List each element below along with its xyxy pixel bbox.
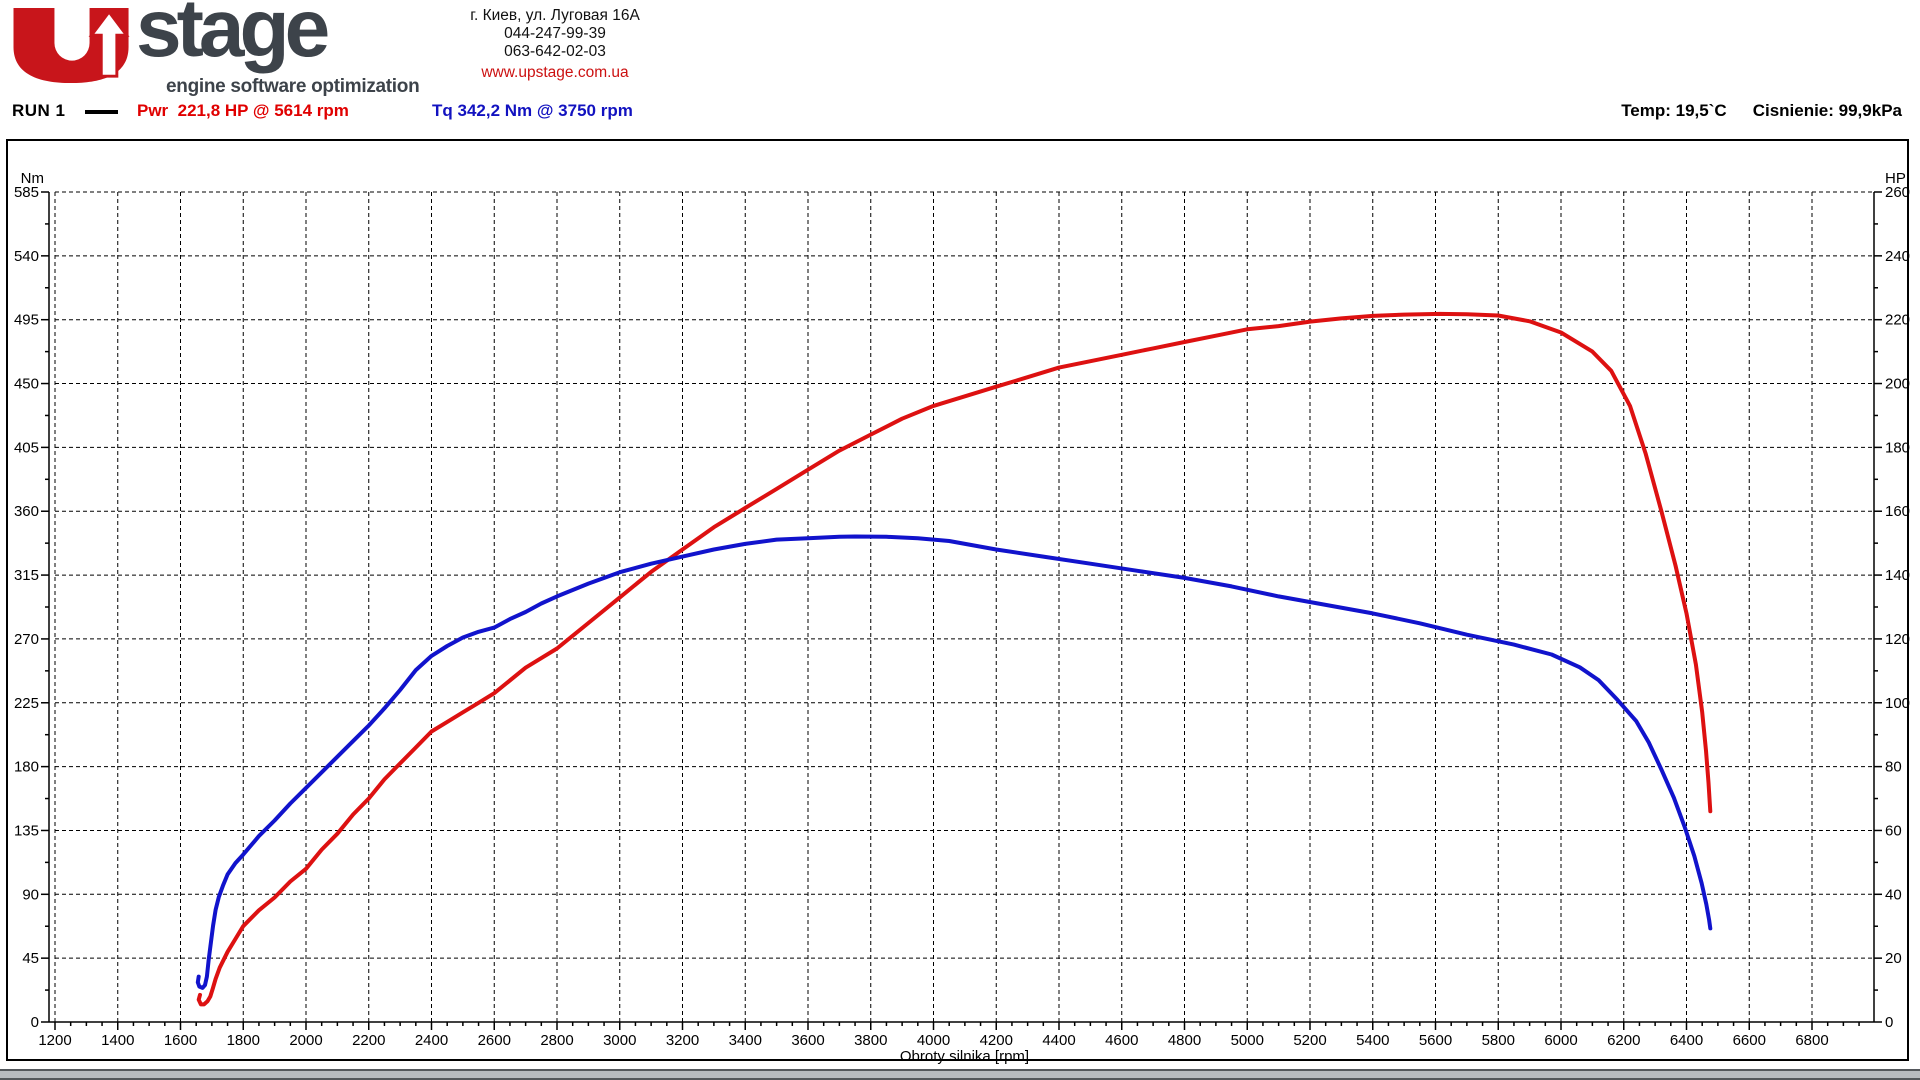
logo-tagline: engine software optimization (166, 76, 420, 97)
y-right-tick-label: 180 (1885, 439, 1910, 456)
x-tick-label: 2800 (540, 1032, 573, 1049)
y-right-tick-label: 60 (1885, 822, 1902, 839)
x-tick-label: 3800 (854, 1032, 887, 1049)
x-tick-label: 5200 (1293, 1032, 1326, 1049)
contact-address: г. Киев, ул. Луговая 16А (470, 7, 640, 24)
conditions-readout: Temp: 19,5`C Cisnienie: 99,9kPa (1595, 101, 1902, 121)
y-right-tick-label: 80 (1885, 759, 1902, 776)
torque-curve (195, 534, 1713, 990)
y-right-tick-label: 200 (1885, 376, 1910, 393)
y-left-tick-label: 90 (22, 886, 39, 903)
x-tick-label: 6400 (1670, 1032, 1703, 1049)
contact-phone-1: 044-247-99-39 (504, 25, 606, 42)
y-left-tick-label: 45 (22, 950, 39, 967)
y-right-axis-unit: HP (1885, 170, 1906, 187)
x-tick-label: 2600 (478, 1032, 511, 1049)
y-left-tick-label: 315 (14, 567, 39, 584)
y-left-tick-label: 225 (14, 695, 39, 712)
y-left-tick-label: 540 (14, 248, 39, 265)
label-layer: 1200 1400 1600 1800 2000 2200 2400 2600 2800 3000… (14, 170, 1910, 1065)
x-tick-label: 2000 (289, 1032, 322, 1049)
x-tick-label: 4600 (1105, 1032, 1138, 1049)
x-tick-label: 6800 (1795, 1032, 1828, 1049)
x-tick-label: 6600 (1733, 1032, 1766, 1049)
temperature-readout: Temp: 19,5`C (1621, 101, 1727, 120)
x-tick-label: 4000 (917, 1032, 950, 1049)
y-right-tick-label: 20 (1885, 950, 1902, 967)
contact-block: г. Киев, ул. Луговая 16А 044-247-99-39 0… (380, 7, 730, 82)
contact-phone-2: 063-642-02-03 (504, 43, 606, 60)
y-left-tick-label: 180 (14, 759, 39, 776)
x-tick-label: 4800 (1168, 1032, 1201, 1049)
x-tick-label: 1800 (227, 1032, 260, 1049)
y-left-tick-label: 270 (14, 631, 39, 648)
x-tick-label: 3000 (603, 1032, 636, 1049)
y-left-tick-label: 495 (14, 312, 39, 329)
x-tick-label: 6200 (1607, 1032, 1640, 1049)
y-right-tick-label: 260 (1885, 184, 1910, 201)
x-tick-label: 4400 (1042, 1032, 1075, 1049)
x-axis-title: Obroty silnika [rpm] (900, 1048, 1029, 1065)
x-tick-label: 3600 (791, 1032, 824, 1049)
y-right-tick-label: 40 (1885, 886, 1902, 903)
pressure-readout: Cisnienie: 99,9kPa (1752, 101, 1902, 120)
axis-layer (41, 191, 1882, 1030)
y-left-tick-label: 405 (14, 439, 39, 456)
x-tick-label: 3400 (729, 1032, 762, 1049)
x-tick-label: 5800 (1482, 1032, 1515, 1049)
y-left-tick-label: 585 (14, 184, 39, 201)
website-link[interactable]: www.upstage.com.ua (481, 64, 629, 81)
x-tick-label: 1400 (101, 1032, 134, 1049)
y-right-tick-label: 240 (1885, 248, 1910, 265)
x-tick-label: 1200 (38, 1032, 71, 1049)
x-tick-label: 5000 (1231, 1032, 1264, 1049)
x-tick-label: 5600 (1419, 1032, 1452, 1049)
horizontal-scrollbar[interactable] (0, 1069, 1920, 1080)
y-left-tick-label: 360 (14, 503, 39, 520)
x-tick-label: 3200 (666, 1032, 699, 1049)
run-label: RUN 1 (12, 101, 66, 120)
y-right-tick-label: 120 (1885, 631, 1910, 648)
chart-frame (6, 139, 1909, 1061)
x-tick-label: 2200 (352, 1032, 385, 1049)
y-left-tick-label: 450 (14, 376, 39, 393)
logo-u-arrow-icon (13, 7, 130, 84)
upstage-logo: stage engine software optimization (8, 0, 420, 104)
y-left-tick-label: 135 (14, 822, 39, 839)
x-tick-label: 6000 (1544, 1032, 1577, 1049)
y-left-axis-unit: Nm (21, 170, 44, 187)
x-tick-label: 1600 (164, 1032, 197, 1049)
logo-brand-text: stage (136, 0, 330, 74)
legend-row: RUN 1 Pwr 221,8 HP @ 5614 rpm Tq 342,2 N… (0, 99, 1920, 121)
torque-peak-readout: Tq 342,2 Nm @ 3750 rpm (432, 101, 633, 120)
run-line-sample (85, 110, 118, 114)
y-right-tick-label: 100 (1885, 695, 1910, 712)
power-peak-readout: Pwr 221,8 HP @ 5614 rpm (137, 101, 349, 120)
y-right-tick-label: 140 (1885, 567, 1910, 584)
x-tick-label: 2400 (415, 1032, 448, 1049)
x-tick-label: 5400 (1356, 1032, 1389, 1049)
grid-layer (54, 191, 1874, 1022)
y-left-tick-label: 0 (31, 1014, 39, 1031)
y-right-tick-label: 160 (1885, 503, 1910, 520)
y-right-tick-label: 0 (1885, 1014, 1893, 1031)
y-right-tick-label: 220 (1885, 312, 1910, 329)
x-tick-label: 4200 (980, 1032, 1013, 1049)
power-curve (196, 311, 1713, 1007)
